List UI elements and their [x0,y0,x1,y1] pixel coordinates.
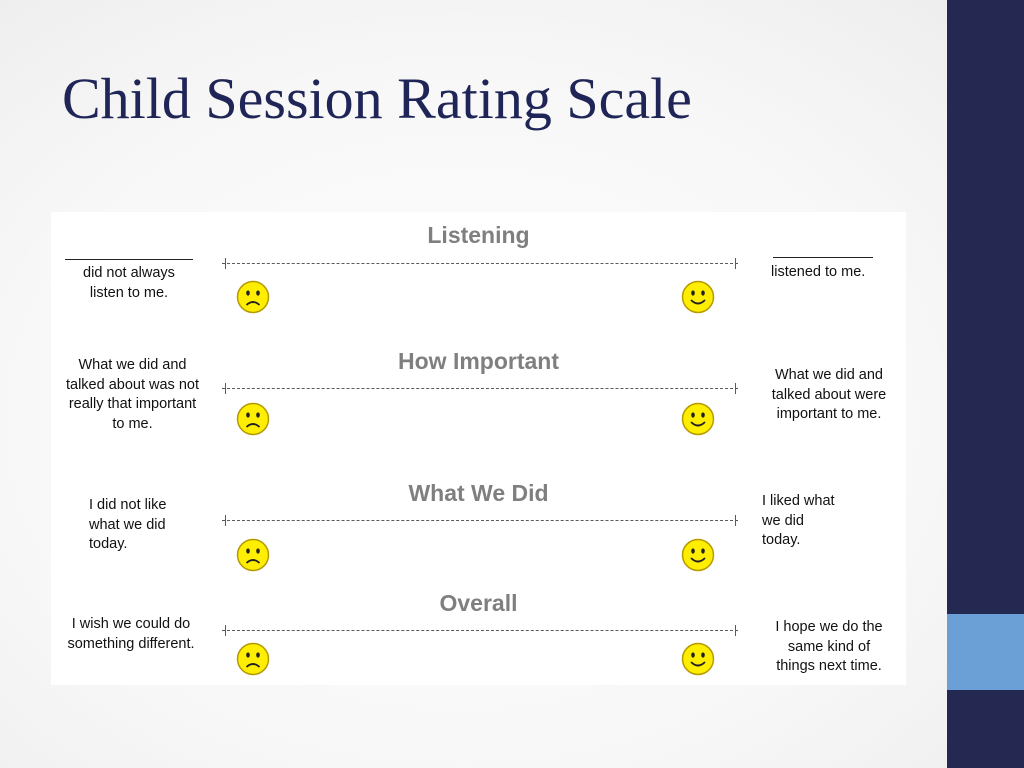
scale-heading: Listening [427,222,530,248]
scale-line-end [735,515,736,526]
text-line: to me. [112,415,153,432]
text-line: something different. [67,635,195,652]
sad-face-icon [236,402,270,436]
blank-underline-right [773,257,873,258]
happy-face-icon [681,538,715,572]
text-line: What we did and [774,367,883,383]
scale-line [222,388,738,389]
happy-face-icon [681,642,715,676]
scale-heading: Overall [439,590,518,616]
text-line: today. [762,532,801,548]
slide-title: Child Session Rating Scale [62,66,692,131]
scale-line-end [735,383,736,394]
scale-heading: How Important [398,348,559,374]
text-line: we did [762,512,804,529]
sad-face-icon [236,280,270,314]
scale-line [222,630,738,631]
text-line: really that important [68,396,197,412]
sad-face-icon [236,538,270,572]
scale-heading: What We Did [408,480,549,506]
blank-underline-left [65,259,193,260]
right-anchor-text: I hope we do the same kind of things next … [759,618,899,677]
text-line: talked about was not [65,376,199,393]
happy-face-icon [681,280,715,314]
right-anchor-text: I liked what we did today. [762,492,835,551]
rating-scale-image: Listening did not always listen to me. li… [51,212,906,685]
scale-line-end [735,258,736,269]
text-line: talked about were [771,386,887,403]
text-line: same kind of [787,638,871,655]
right-anchor-text: listened to me. [771,263,865,283]
sad-face-icon [236,642,270,676]
text-line: I liked what [762,493,835,509]
left-anchor-text: I did not like what we did today. [89,496,166,555]
scale-line [222,263,738,264]
text-line: things next time. [776,658,882,674]
left-anchor-text: What we did and talked about was not reall… [55,356,210,434]
text-line: what we did [89,516,166,533]
scale-line-end [735,625,736,636]
text-line: did not always [83,265,175,281]
text-line: I hope we do the [775,619,883,635]
happy-face-icon [681,402,715,436]
text-line: I did not like [89,497,167,513]
left-anchor-text: did not always listen to me. [71,264,187,303]
text-line: listen to me. [89,284,169,301]
text-line: I wish we could do [71,616,191,632]
text-line: listened to me. [771,264,866,280]
text-line: What we did and [78,357,187,373]
text-line: today. [89,536,128,552]
scale-line [222,520,738,521]
text-line: important to me. [776,406,882,422]
sidebar-accent-block [947,614,1024,690]
right-anchor-text: What we did and talked about were importan… [759,366,899,425]
left-anchor-text: I wish we could do something different. [56,615,206,654]
